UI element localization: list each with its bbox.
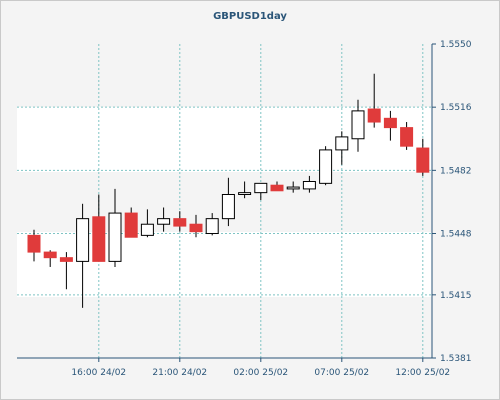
x-tick-label: 12:00 25/02 [395,368,450,378]
y-tick-label: 1.5516 [440,103,472,113]
candle-body-down [400,127,414,147]
chart-title: GBPUSD1day [213,11,287,22]
candle-body-up [286,186,300,190]
candle-body-down [43,251,57,259]
candle-body-up [351,110,365,140]
y-tick-label: 1.5550 [440,40,472,50]
candle-body-up [335,136,349,151]
candle-body-down [270,184,284,192]
candle-body-down [367,108,381,123]
candle-body-up [254,182,268,194]
y-tick-label: 1.5482 [440,166,472,176]
y-tick-label: 1.5415 [440,291,472,301]
candle-body-up [205,218,219,235]
candle-body-up [221,193,235,220]
plot-band-upper [17,44,432,107]
x-tick-label: 16:00 24/02 [71,368,126,378]
x-axis-labels: 16:00 24/02 21:00 24/02 02:00 25/02 07:00 2… [71,358,450,378]
candle-body-down [27,234,41,253]
candle-body-down [416,147,430,173]
candle-body-up [157,218,171,225]
candle-body-up [319,149,333,184]
y-axis-labels: 1.5550 1.5516 1.5482 1.5448 1.5415 1.5381 [432,40,472,364]
candle-body-up [302,180,316,190]
x-tick-label: 02:00 25/02 [233,368,288,378]
candle-body-up [108,212,122,262]
candle-body-up [140,223,154,236]
candle-body-down [173,218,187,227]
x-tick-label: 21:00 24/02 [152,368,207,378]
x-tick-label: 07:00 25/02 [314,368,369,378]
candle-body-down [124,212,138,238]
candle-body-down [92,216,106,262]
y-tick-label: 1.5448 [440,230,472,240]
y-tick-label: 1.5381 [440,354,472,364]
candle-body-down [383,117,397,129]
axes [17,44,433,359]
plot-band-lower [17,297,432,358]
candle-body-up [76,218,90,262]
candle-body-up [238,192,252,195]
candle-body-down [59,257,73,262]
candle-body-down [189,223,203,233]
candles [27,73,430,308]
